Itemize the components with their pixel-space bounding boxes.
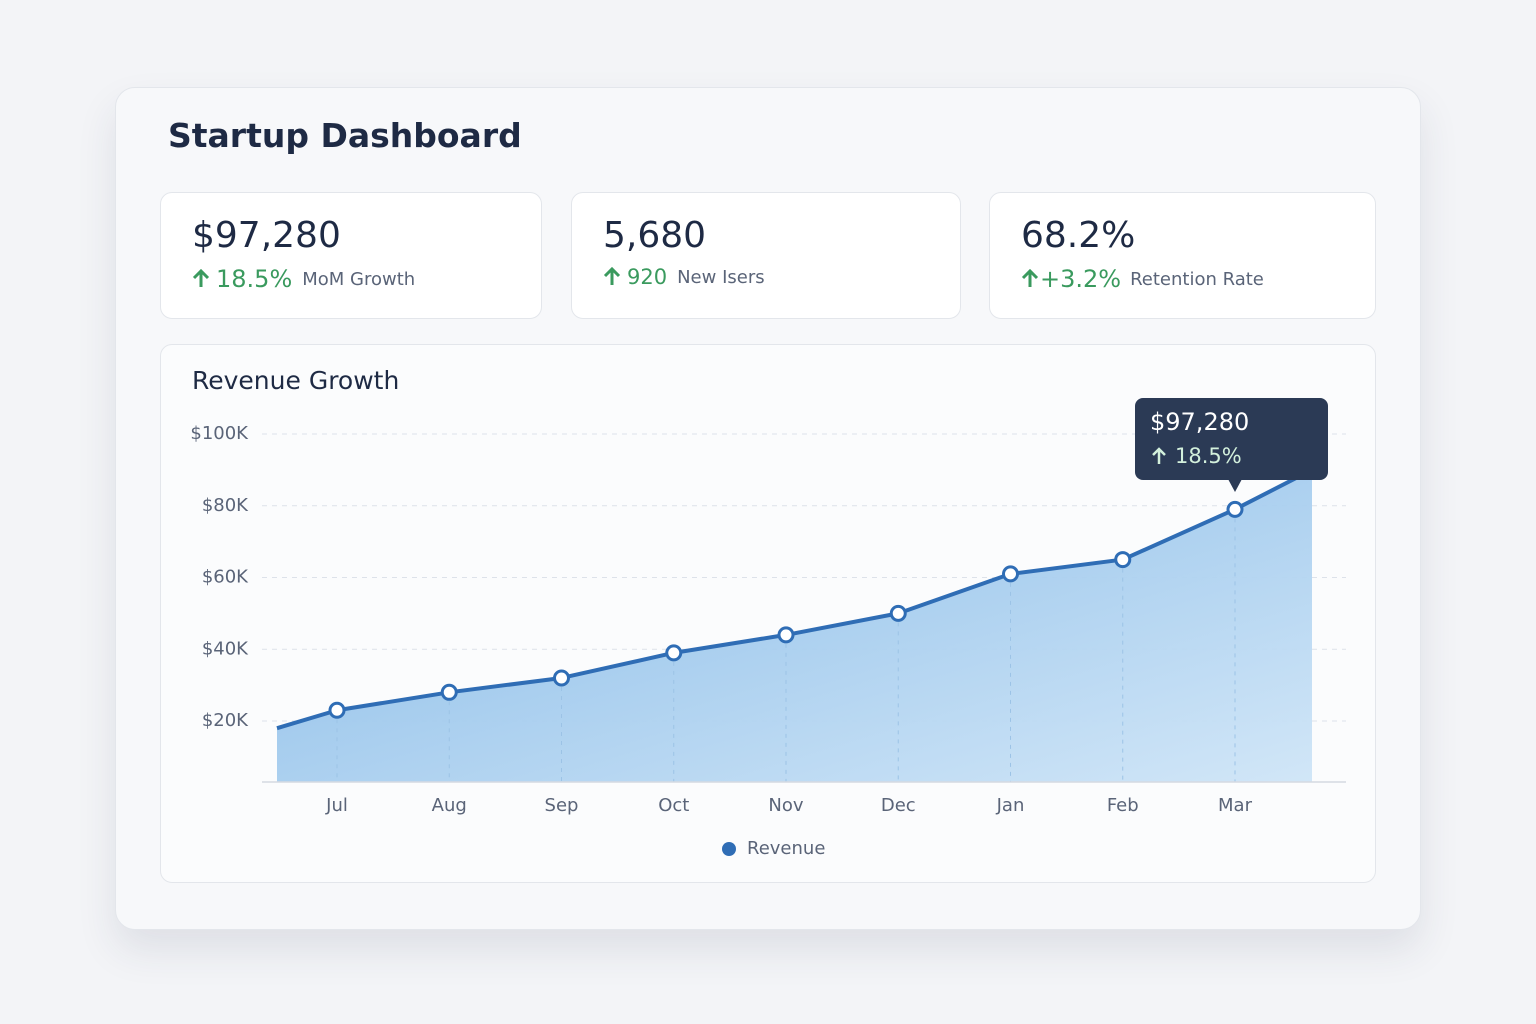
kpi-card: $97,280 18.5% MoM Growth [160,192,542,319]
kpi-change: 920 [627,265,668,289]
x-tick-label: Sep [545,795,579,816]
point [553,669,570,687]
x-tick-label: Jan [996,795,1025,816]
point [1114,551,1132,569]
y-tick-label: $100K [190,423,249,444]
kpi-value: $97,280 [192,215,341,256]
x-tick-label: Dec [881,795,916,816]
x-tick-label: Mar [1218,795,1253,816]
point [1226,500,1244,518]
kpi-change: 18.5% [216,265,293,293]
point [889,604,907,622]
area [277,469,1312,782]
tooltip: $97,280 18.5% [1135,398,1328,492]
kpi-change: +3.2% [1040,265,1122,293]
tooltip-value: $97,280 [1150,408,1249,436]
kpi-value: 68.2% [1021,215,1136,256]
kpi-row: 920 New Isers [603,265,765,289]
kpi-row: +3.2% Retention Rate [1021,265,1264,293]
x-tick-label: Nov [768,795,803,816]
tooltip-pointer [1228,479,1242,492]
point [328,701,346,719]
x-tick-label: Feb [1107,795,1139,816]
kpi-card: 5,680 920 New Isers [571,192,961,319]
kpi-row: 18.5% MoM Growth [192,265,415,293]
y-tick-label: $20K [202,710,249,731]
y-tick-label: $80K [202,495,249,516]
point [777,626,795,644]
tooltip-box [1135,398,1328,480]
legend-label: Revenue [747,838,825,859]
tooltip-change: 18.5% [1175,444,1242,468]
kpi-label: Retention Rate [1130,268,1264,290]
y-tick-label: $40K [202,638,249,659]
x-tick-label: Jul [325,795,348,816]
kpi-label: New Isers [677,266,765,288]
up-arrow [192,269,210,287]
kpi-card: 68.2% +3.2% Retention Rate [989,192,1376,319]
dashboard-title: Startup Dashboard [168,116,522,155]
point [1002,565,1019,583]
x-tick-label: Aug [432,795,467,816]
up-arrow [1021,269,1039,287]
legend-dot [722,842,736,856]
kpi-value: 5,680 [603,215,707,256]
tooltip-arrow [1152,447,1166,464]
x-tick-label: Oct [658,795,689,816]
y-tick-label: $60K [202,567,249,588]
chart-title: Revenue Growth [192,366,399,395]
up-arrow [603,267,621,285]
point [665,644,683,662]
point [440,683,458,701]
kpi-label: MoM Growth [302,268,416,290]
